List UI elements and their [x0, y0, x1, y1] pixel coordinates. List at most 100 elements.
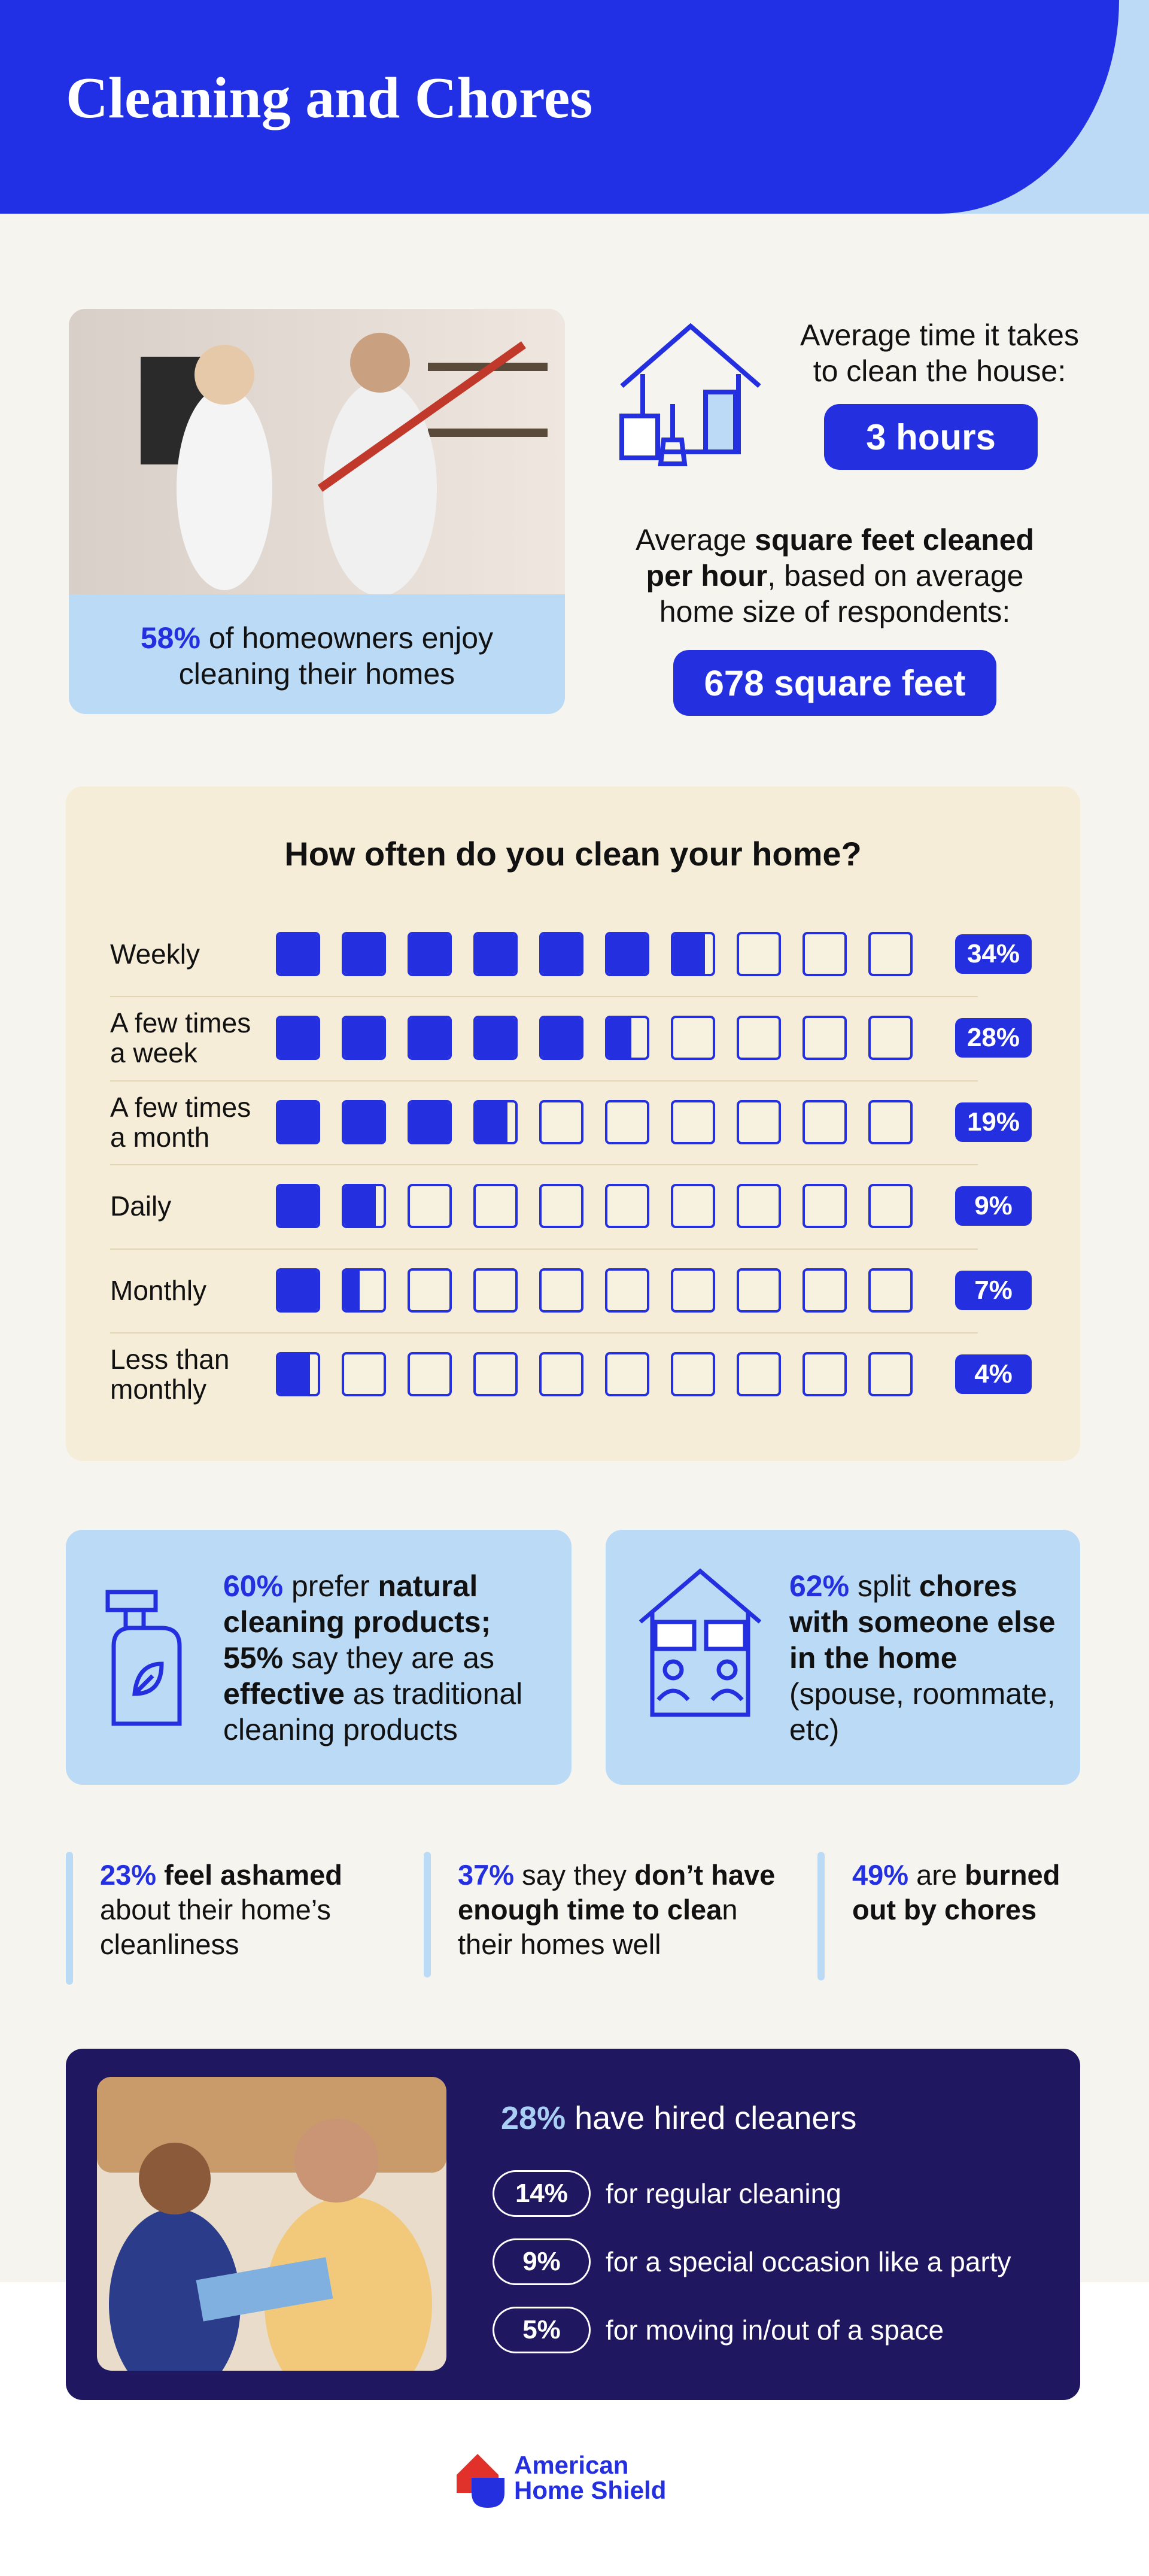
square-fill — [278, 1186, 318, 1226]
square-fill — [476, 1018, 515, 1058]
square-fill — [673, 934, 705, 974]
square — [868, 1268, 913, 1313]
square — [408, 1184, 452, 1229]
square — [276, 1352, 320, 1396]
square-fill — [278, 1270, 318, 1310]
value-label: 7% — [955, 1270, 1032, 1310]
chores-card — [606, 1530, 1080, 1785]
square — [737, 1352, 781, 1396]
square — [605, 1099, 649, 1144]
sqft-label: Average square feet cleaned per hour, ba… — [635, 523, 1035, 628]
square — [737, 1268, 781, 1313]
row-separator — [110, 1164, 978, 1166]
item-text: for a special occasion like a party — [606, 2246, 1011, 2277]
logo-text: American Home Shield — [514, 2453, 666, 2503]
square — [276, 1099, 320, 1144]
square-fill — [278, 1354, 310, 1394]
pill: 5% — [493, 2307, 591, 2353]
logo-line: Home Shield — [514, 2476, 667, 2504]
square — [737, 932, 781, 976]
square-fill — [476, 934, 515, 974]
time-value: 3 hours — [824, 404, 1038, 470]
square-fill — [542, 934, 581, 974]
square — [868, 1016, 913, 1061]
square-fill — [410, 1102, 449, 1142]
value-label: 4% — [955, 1354, 1032, 1394]
square — [473, 1184, 518, 1229]
square — [868, 932, 913, 976]
square — [473, 1352, 518, 1396]
square — [539, 1184, 583, 1229]
square-fill — [344, 1186, 376, 1226]
row-label: Monthly — [110, 1274, 207, 1306]
square — [671, 932, 715, 976]
square — [605, 932, 649, 976]
square — [473, 932, 518, 976]
chart-panel: How often do you clean your home? Weekly… — [66, 786, 1080, 1461]
square — [737, 1016, 781, 1061]
square-fill — [344, 1270, 360, 1310]
square — [473, 1268, 518, 1313]
hired-headline: 28% have hired cleaners — [501, 2100, 857, 2136]
square-fill — [542, 1018, 581, 1058]
square — [671, 1099, 715, 1144]
square-fill — [607, 934, 647, 974]
row-label: Less than monthly — [110, 1344, 230, 1405]
row-separator — [110, 1332, 978, 1333]
row-label: Daily — [110, 1190, 172, 1222]
square — [605, 1268, 649, 1313]
square — [671, 1184, 715, 1229]
row-separator — [110, 1080, 978, 1082]
square — [408, 1268, 452, 1313]
stat-bar — [817, 1852, 825, 1980]
square — [803, 1184, 847, 1229]
no-time-text: 37% say they don’t have enough time to c… — [458, 1859, 776, 1960]
square-fill — [278, 934, 318, 974]
square — [803, 1268, 847, 1313]
square — [342, 1184, 386, 1229]
square — [276, 1184, 320, 1229]
square — [803, 1016, 847, 1061]
square — [539, 1352, 583, 1396]
row-separator — [110, 996, 978, 998]
square — [868, 1352, 913, 1396]
square-fill — [344, 1018, 384, 1058]
natural-text: 60% prefer natural cleaning products; 55… — [223, 1569, 523, 1746]
sqft-value: 678 square feet — [673, 650, 996, 716]
square — [671, 1352, 715, 1396]
square — [408, 1352, 452, 1396]
chores-icon — [639, 1568, 762, 1717]
row-label: A few times a week — [110, 1007, 251, 1069]
enjoy-text: 58% of homeowners enjoy cleaning their h… — [140, 621, 494, 691]
square-fill — [278, 1018, 318, 1058]
value-label: 9% — [955, 1186, 1032, 1226]
value-label: 19% — [955, 1102, 1032, 1142]
logo-line: American — [514, 2451, 629, 2479]
pill: 14% — [493, 2170, 591, 2217]
square — [342, 932, 386, 976]
square — [803, 1099, 847, 1144]
square — [342, 1016, 386, 1061]
square — [539, 1268, 583, 1313]
square — [868, 1184, 913, 1229]
chart-title: How often do you clean your home? — [284, 835, 862, 873]
square — [671, 1016, 715, 1061]
photo — [69, 309, 565, 596]
square — [342, 1352, 386, 1396]
item-text: for regular cleaning — [606, 2178, 841, 2209]
square-fill — [344, 934, 384, 974]
hired-panel — [66, 2049, 1080, 2400]
stat-bar — [66, 1852, 73, 1985]
square-fill — [410, 934, 449, 974]
burned-text: 49% are burned out by chores — [852, 1859, 1060, 1925]
row-separator — [110, 1248, 978, 1250]
photo — [97, 2077, 446, 2371]
square — [473, 1099, 518, 1144]
square — [276, 1016, 320, 1061]
stat-bar — [424, 1852, 431, 1977]
square — [539, 932, 583, 976]
square — [342, 1268, 386, 1313]
square — [737, 1184, 781, 1229]
natural-card — [66, 1530, 572, 1785]
